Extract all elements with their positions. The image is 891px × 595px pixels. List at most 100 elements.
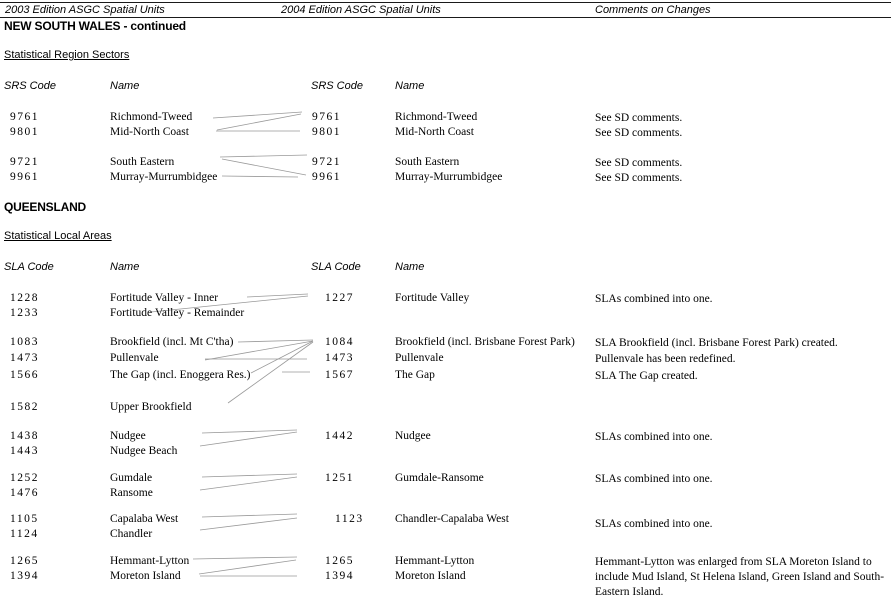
code-2004: 1227 bbox=[325, 292, 354, 304]
table-row: 1233 Fortitude Valley - Remainder bbox=[0, 307, 891, 322]
code-2003: 1105 bbox=[10, 513, 39, 525]
table-row: 1473 Pullenvale 1473 Pullenvale Pullenva… bbox=[0, 352, 891, 367]
table-row: 9761 Richmond-Tweed 9761 Richmond-Tweed … bbox=[0, 111, 891, 126]
name-2004: Richmond-Tweed bbox=[395, 111, 478, 123]
col-header-code-left: SRS Code bbox=[4, 80, 56, 92]
name-2004: Nudgee bbox=[395, 430, 431, 442]
code-2004: 1265 bbox=[325, 555, 354, 567]
state-heading-qld: QUEENSLAND bbox=[4, 200, 87, 214]
name-2003: Fortitude Valley - Inner bbox=[110, 292, 219, 304]
col-header-code-right: SLA Code bbox=[311, 261, 361, 273]
col-header-code-right: SRS Code bbox=[311, 80, 363, 92]
table-row: 9801 Mid-North Coast 9801 Mid-North Coas… bbox=[0, 126, 891, 141]
code-2003: 9761 bbox=[10, 111, 39, 123]
name-2004: South Eastern bbox=[395, 156, 460, 168]
code-2003: 9721 bbox=[10, 156, 39, 168]
name-2004: Moreton Island bbox=[395, 570, 466, 582]
table-row: 1443 Nudgee Beach bbox=[0, 445, 891, 460]
section-heading-srs: Statistical Region Sectors bbox=[4, 49, 130, 61]
col-header-name-right: Name bbox=[395, 261, 425, 273]
code-2004: 1567 bbox=[325, 369, 354, 381]
code-2003: 9961 bbox=[10, 171, 39, 183]
code-2004: 9801 bbox=[312, 126, 341, 138]
table-row: 1228 Fortitude Valley - Inner 1227 Forti… bbox=[0, 292, 891, 307]
name-2003: Ransome bbox=[110, 487, 153, 499]
name-2003: Gumdale bbox=[110, 472, 153, 484]
code-2003: 1252 bbox=[10, 472, 39, 484]
header-rule bbox=[0, 17, 891, 18]
comment: SLAs combined into one. bbox=[595, 293, 713, 305]
table-row: 1083 Brookfield (incl. Mt C'tha) 1084 Br… bbox=[0, 336, 891, 351]
code-2003: 9801 bbox=[10, 126, 39, 138]
table-row: 1124 Chandler bbox=[0, 528, 891, 543]
comment: SLAs combined into one. bbox=[595, 431, 713, 443]
code-2003: 1083 bbox=[10, 336, 39, 348]
col-header-name-left: Name bbox=[110, 80, 140, 92]
name-2003: Nudgee Beach bbox=[110, 445, 178, 457]
code-2003: 1394 bbox=[10, 570, 39, 582]
code-2004: 9761 bbox=[312, 111, 341, 123]
comment: See SD comments. bbox=[595, 127, 683, 139]
name-2003: Fortitude Valley - Remainder bbox=[110, 307, 245, 319]
name-2003: Nudgee bbox=[110, 430, 146, 442]
comment: SLA The Gap created. bbox=[595, 370, 698, 382]
name-2004: Hemmant-Lytton bbox=[395, 555, 475, 567]
state-heading-nsw: NEW SOUTH WALES - continued bbox=[4, 19, 186, 33]
code-2004: 9721 bbox=[312, 156, 341, 168]
table-row: 9721 South Eastern 9721 South Eastern Se… bbox=[0, 156, 891, 171]
header-2004-edition: 2004 Edition ASGC Spatial Units bbox=[281, 4, 441, 16]
name-2003: Brookfield (incl. Mt C'tha) bbox=[110, 336, 234, 348]
table-row: 1476 Ransome bbox=[0, 487, 891, 502]
header-2003-edition: 2003 Edition ASGC Spatial Units bbox=[5, 4, 165, 16]
name-2004: Murray-Murrumbidgee bbox=[395, 171, 503, 183]
name-2003: Richmond-Tweed bbox=[110, 111, 193, 123]
code-2004: 1394 bbox=[325, 570, 354, 582]
name-2004: Pullenvale bbox=[395, 352, 444, 364]
code-2003: 1476 bbox=[10, 487, 39, 499]
table-row: 1394 Moreton Island 1394 Moreton Island bbox=[0, 570, 891, 585]
comment: SLAs combined into one. bbox=[595, 518, 713, 530]
code-2003: 1233 bbox=[10, 307, 39, 319]
code-2003: 1582 bbox=[10, 401, 39, 413]
table-row: 1566 The Gap (incl. Enoggera Res.) 1567 … bbox=[0, 369, 891, 384]
comment: See SD comments. bbox=[595, 172, 683, 184]
code-2003: 1124 bbox=[10, 528, 39, 540]
col-header-name-left: Name bbox=[110, 261, 140, 273]
code-2003: 1566 bbox=[10, 369, 39, 381]
name-2004: Mid-North Coast bbox=[395, 126, 474, 138]
name-2003: Capalaba West bbox=[110, 513, 179, 525]
comment: SLA Brookfield (incl. Brisbane Forest Pa… bbox=[595, 337, 838, 349]
name-2004: Fortitude Valley bbox=[395, 292, 470, 304]
code-2004: 1473 bbox=[325, 352, 354, 364]
table-row: 1252 Gumdale 1251 Gumdale-Ransome SLAs c… bbox=[0, 472, 891, 487]
comment: SLAs combined into one. bbox=[595, 473, 713, 485]
code-2004: 1442 bbox=[325, 430, 354, 442]
code-2003: 1438 bbox=[10, 430, 39, 442]
code-2003: 1473 bbox=[10, 352, 39, 364]
code-2003: 1265 bbox=[10, 555, 39, 567]
name-2003: Murray-Murrumbidgee bbox=[110, 171, 218, 183]
name-2003: Chandler bbox=[110, 528, 153, 540]
name-2004: The Gap bbox=[395, 369, 435, 381]
code-2004: 1251 bbox=[325, 472, 354, 484]
comment: See SD comments. bbox=[595, 112, 683, 124]
name-2004: Brookfield (incl. Brisbane Forest Park) bbox=[395, 336, 575, 348]
code-2003: 1228 bbox=[10, 292, 39, 304]
comment: See SD comments. bbox=[595, 157, 683, 169]
name-2003: The Gap (incl. Enoggera Res.) bbox=[110, 369, 251, 381]
comment: Pullenvale has been redefined. bbox=[595, 353, 736, 365]
top-rule bbox=[0, 2, 891, 3]
header-comments: Comments on Changes bbox=[595, 4, 711, 16]
table-row: 1438 Nudgee 1442 Nudgee SLAs combined in… bbox=[0, 430, 891, 445]
code-2004: 1084 bbox=[325, 336, 354, 348]
col-header-code-left: SLA Code bbox=[4, 261, 54, 273]
name-2004: Gumdale-Ransome bbox=[395, 472, 484, 484]
table-row: 1582 Upper Brookfield bbox=[0, 401, 891, 416]
table-row: 1105 Capalaba West 1123 Chandler-Capalab… bbox=[0, 513, 891, 530]
name-2003: Mid-North Coast bbox=[110, 126, 189, 138]
name-2004: Chandler-Capalaba West bbox=[395, 513, 509, 525]
code-2003: 1443 bbox=[10, 445, 39, 457]
table-row: 1265 Hemmant-Lytton 1265 Hemmant-Lytton … bbox=[0, 555, 891, 595]
name-2003: Pullenvale bbox=[110, 352, 159, 364]
